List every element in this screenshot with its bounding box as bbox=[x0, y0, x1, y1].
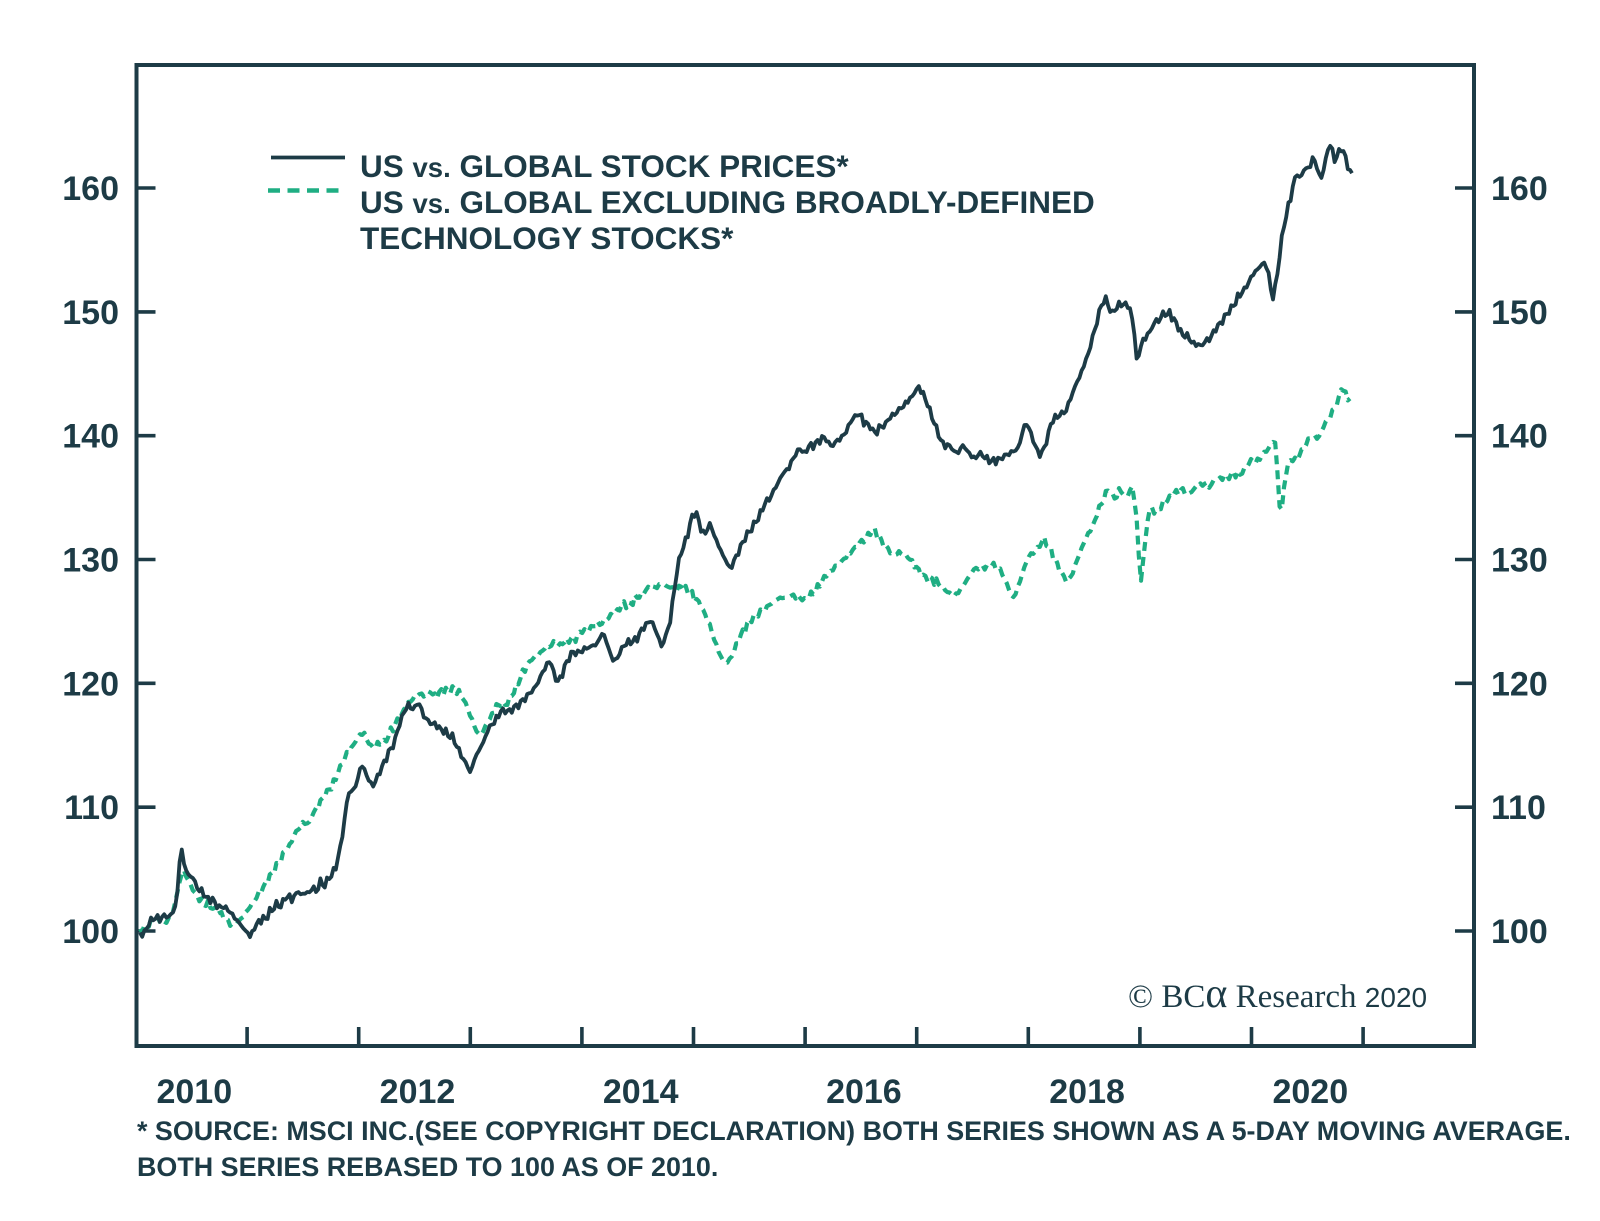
svg-text:2014: 2014 bbox=[603, 1073, 679, 1111]
svg-text:100: 100 bbox=[1491, 913, 1548, 951]
svg-text:2010: 2010 bbox=[156, 1073, 232, 1111]
svg-text:100: 100 bbox=[62, 913, 119, 951]
svg-text:2012: 2012 bbox=[380, 1073, 456, 1111]
svg-text:2016: 2016 bbox=[826, 1073, 902, 1111]
svg-text:* SOURCE: MSCI INC.(SEE COPYRI: * SOURCE: MSCI INC.(SEE COPYRIGHT DECLAR… bbox=[137, 1116, 1571, 1146]
svg-text:160: 160 bbox=[62, 170, 119, 208]
svg-text:120: 120 bbox=[62, 665, 119, 703]
svg-text:160: 160 bbox=[1491, 170, 1548, 208]
svg-text:US vs. GLOBAL STOCK PRICES*: US vs. GLOBAL STOCK PRICES* bbox=[360, 148, 849, 184]
svg-text:110: 110 bbox=[1491, 789, 1546, 827]
svg-text:BOTH SERIES REBASED TO 100 AS: BOTH SERIES REBASED TO 100 AS OF 2010. bbox=[137, 1152, 718, 1182]
svg-text:150: 150 bbox=[62, 294, 119, 332]
svg-text:130: 130 bbox=[1491, 542, 1548, 580]
svg-text:110: 110 bbox=[64, 789, 119, 827]
svg-text:120: 120 bbox=[1491, 665, 1548, 703]
svg-text:2020: 2020 bbox=[1272, 1073, 1348, 1111]
svg-text:TECHNOLOGY STOCKS*: TECHNOLOGY STOCKS* bbox=[360, 220, 734, 256]
svg-text:140: 140 bbox=[1491, 418, 1548, 456]
svg-text:2018: 2018 bbox=[1049, 1073, 1125, 1111]
svg-text:130: 130 bbox=[62, 542, 119, 580]
svg-text:140: 140 bbox=[62, 418, 119, 456]
svg-text:150: 150 bbox=[1491, 294, 1548, 332]
svg-text:US vs. GLOBAL EXCLUDING BROADL: US vs. GLOBAL EXCLUDING BROADLY-DEFINED bbox=[360, 184, 1095, 220]
